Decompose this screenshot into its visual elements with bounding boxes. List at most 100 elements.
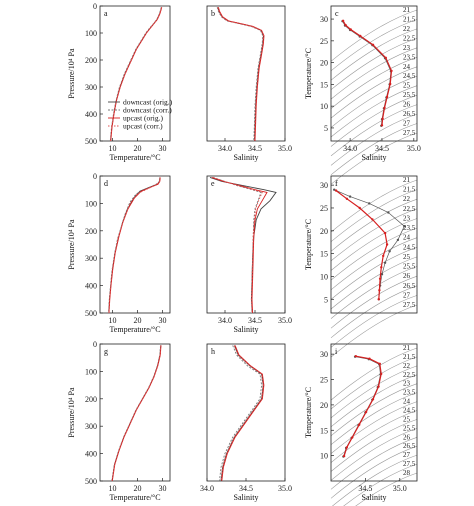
y-axis-label: Pressure/10⁴ Pa [67,48,76,99]
density-label: 22.5 [403,34,416,42]
x-tick-label: 20 [134,484,142,493]
panel-label: e [211,179,215,188]
x-tick-label: 34.5 [358,484,372,493]
density-isoline [330,247,418,300]
legend-entry: downcast (corr.) [123,106,172,115]
y-tick-label: 0 [93,340,97,349]
axes-frame [99,175,171,314]
x-axis-label: Salinity [234,493,259,502]
y-tick-label: 15 [320,250,328,259]
density-isoline [330,75,418,128]
legend: downcast (orig.)downcast (corr.)upcast (… [108,98,173,131]
density-isoline [330,132,418,185]
density-isoline [330,237,418,291]
density-label: 24.5 [403,243,416,251]
data-point [389,82,392,86]
x-axis: 34.5 35.0 [358,478,407,493]
panel-label: g [104,347,108,356]
density-label: 27.5 [403,129,416,137]
panel-e: 34.0 34.5 35.0 Salinity e [206,175,292,334]
density-isoline [330,123,418,176]
density-isoline [330,347,418,401]
x-tick-label: 34.5 [248,316,262,325]
data-point [349,28,352,31]
y-tick-label: 300 [85,83,97,92]
panel-c: 2121.52222.52323.52424.52525.52626.52727… [304,5,421,185]
y-tick-label: 200 [85,395,97,404]
y-tick-label: 0 [93,172,97,181]
data-point [348,195,352,198]
density-isoline [332,454,418,506]
panel-h: 34.0 34.5 35.0 Salinity h [200,343,292,502]
y-tick-label: 15 [320,426,328,435]
density-isoline [330,445,418,499]
legend-entry: upcast (corr.) [123,122,163,131]
axes-frame [330,343,418,482]
density-label: 27 [403,291,411,299]
y-tick-label: 500 [85,477,97,486]
density-isoline [330,113,418,166]
density-isoline [330,256,418,310]
y-tick-label: 500 [85,309,97,318]
data-point [345,197,349,200]
x-tick-label: 30 [159,316,167,325]
density-label: 24 [403,234,411,242]
density-isolines: 2121.52222.52323.52424.52525.52626.52727… [330,344,418,506]
data-point [383,106,386,110]
density-label: 26.5 [403,110,416,118]
data-point [403,225,406,228]
density-label: 21.5 [403,16,416,24]
y-axis: 5 10 15 20 25 30 [320,181,334,304]
density-isoline [330,365,418,419]
x-tick-label: 34.0 [218,316,232,325]
data-point [378,362,381,365]
density-isoline [330,179,418,233]
density-label: 22 [403,195,411,203]
density-label: 27 [403,451,411,459]
density-label: 28 [403,469,411,477]
density-isoline [330,198,418,252]
density-isoline [330,208,418,262]
y-tick-label: 15 [320,80,328,89]
legend-entry: upcast (orig.) [123,114,163,123]
density-isoline [330,94,418,147]
density-isoline [330,410,418,463]
data-point [383,231,387,235]
y-tick-label: 20 [320,401,328,410]
density-label: 21 [403,176,411,184]
density-label: 23.5 [403,224,416,232]
x-tick-label: 34.5 [239,484,253,493]
data-point [359,34,362,38]
data-point [364,410,368,414]
panel-d: 10 20 300100200300400500Temperature/°CPres… [67,172,171,334]
x-tick-label: 10 [109,484,117,493]
axes-frame [206,343,286,482]
y-axis-label: Temperature/°C [304,387,313,438]
x-axis: 10 20 30 [109,310,167,325]
y-axis-label: Pressure/10⁴ Pa [67,219,76,270]
data-point [342,454,346,458]
data-point [368,202,371,205]
y-axis: 0 100 200 300 400 500 [85,172,103,318]
data-point [396,238,400,242]
data-point [385,95,389,99]
series-line [209,176,277,314]
density-isoline [330,295,418,348]
y-tick-label: 400 [85,450,97,459]
density-isoline [330,392,418,445]
x-tick-label: 35.0 [278,144,292,153]
x-axis-label: Salinity [362,153,387,162]
density-label: 25.5 [403,424,416,432]
data-point [371,398,375,401]
y-tick-label: 100 [85,367,97,376]
density-label: 23 [403,215,411,223]
panel-a: 10 20 300100200300400500Temperature/°CPres… [67,2,173,162]
series-line [111,345,161,482]
panel-i: 2121.52222.52323.52424.52525.52626.52727… [304,343,418,506]
data-point [381,117,384,121]
x-axis: 34.0 34.5 35.0 [343,138,421,153]
data-point [377,298,380,301]
density-label: 26 [403,101,411,109]
series-line [220,345,264,482]
